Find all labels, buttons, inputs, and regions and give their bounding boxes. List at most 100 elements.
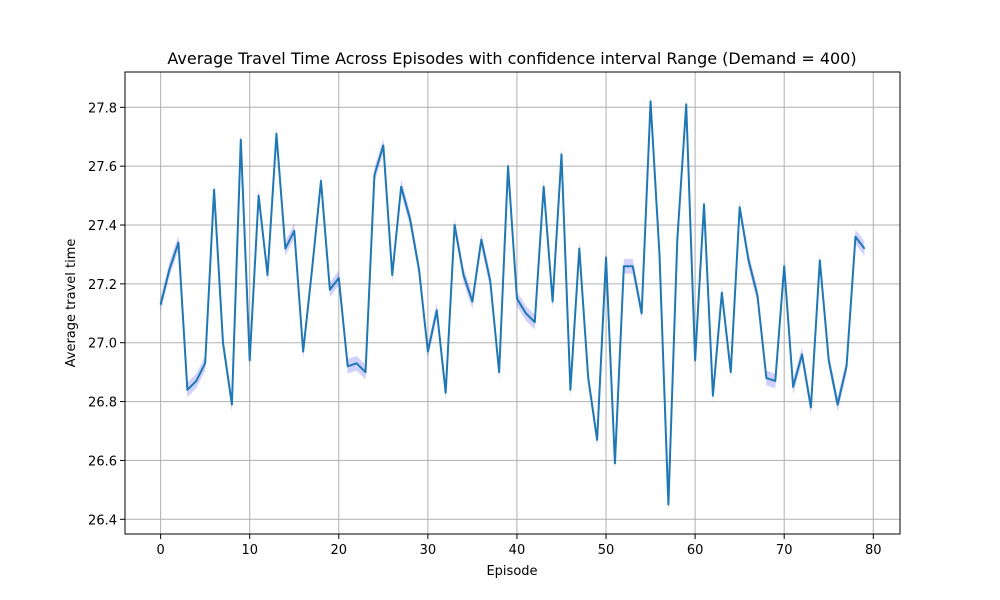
data-point xyxy=(694,359,696,361)
data-point xyxy=(284,247,286,250)
data-point xyxy=(863,247,865,250)
data-point xyxy=(560,153,563,155)
data-point xyxy=(160,303,162,306)
data-point xyxy=(685,103,687,105)
x-axis-label: Episode xyxy=(486,564,537,579)
data-point xyxy=(382,144,384,147)
data-point xyxy=(578,247,580,250)
data-point xyxy=(845,365,848,367)
data-point xyxy=(819,259,821,261)
data-point xyxy=(177,242,180,244)
data-point xyxy=(854,236,857,238)
y-axis-ticks: 26.4 26.6 26.8 27.0 27.2 27.4 27.6 27.8 xyxy=(88,101,125,528)
data-point xyxy=(667,503,669,506)
data-point xyxy=(543,186,545,188)
data-point xyxy=(231,403,233,406)
data-point xyxy=(569,389,572,391)
data-point xyxy=(658,253,661,256)
series-line xyxy=(159,100,866,506)
y-tick-label: 27.4 xyxy=(88,219,117,234)
data-point xyxy=(364,371,367,373)
y-tick-label: 27.6 xyxy=(88,160,117,175)
data-point xyxy=(168,268,171,270)
data-point xyxy=(783,265,785,267)
data-point xyxy=(222,342,224,344)
data-point xyxy=(454,224,456,226)
data-point xyxy=(498,371,500,373)
data-point xyxy=(507,165,509,167)
y-tick-label: 26.6 xyxy=(88,454,117,469)
data-point xyxy=(730,371,732,373)
data-point xyxy=(347,365,349,367)
x-tick-label: 80 xyxy=(865,543,882,558)
data-point xyxy=(266,274,269,276)
x-tick-label: 30 xyxy=(420,543,437,558)
data-point xyxy=(311,268,313,270)
data-point xyxy=(373,174,376,176)
data-point xyxy=(409,218,411,220)
data-point xyxy=(792,386,794,388)
data-point xyxy=(213,189,215,191)
data-point xyxy=(596,439,598,441)
data-point xyxy=(293,230,295,232)
chart-title: Average Travel Time Across Episodes with… xyxy=(167,49,856,68)
y-tick-label: 27.0 xyxy=(88,337,117,352)
data-points xyxy=(160,100,865,506)
data-point xyxy=(801,353,803,356)
data-point xyxy=(445,392,447,394)
data-point xyxy=(551,300,554,303)
data-point xyxy=(828,359,830,361)
data-point xyxy=(632,265,634,267)
x-tick-label: 50 xyxy=(598,543,615,558)
data-point xyxy=(249,359,251,361)
x-tick-label: 70 xyxy=(776,543,793,558)
data-point xyxy=(534,321,536,323)
data-point xyxy=(516,297,518,300)
data-point xyxy=(329,289,331,291)
x-tick-label: 10 xyxy=(241,543,258,558)
y-tick-label: 27.2 xyxy=(88,278,117,293)
data-point xyxy=(649,100,652,103)
data-point xyxy=(302,350,304,353)
data-point xyxy=(338,277,340,279)
plot-area xyxy=(125,72,900,534)
data-point xyxy=(587,377,589,379)
data-point xyxy=(400,186,402,188)
data-point xyxy=(471,300,474,303)
x-tick-label: 20 xyxy=(331,543,348,558)
data-point xyxy=(204,362,206,364)
data-point xyxy=(462,274,465,276)
y-tick-label: 26.4 xyxy=(88,513,117,528)
data-point xyxy=(480,239,482,241)
data-point xyxy=(525,312,527,314)
data-point xyxy=(391,274,393,276)
data-point xyxy=(614,462,616,464)
data-point xyxy=(258,194,260,197)
data-point xyxy=(320,180,322,182)
data-point xyxy=(756,295,759,297)
data-point xyxy=(765,377,767,379)
x-tick-label: 0 xyxy=(156,543,164,558)
y-tick-label: 26.8 xyxy=(88,396,117,411)
data-point xyxy=(703,203,705,206)
plot-frame xyxy=(124,71,901,535)
x-tick-label: 40 xyxy=(509,543,526,558)
data-point xyxy=(195,380,197,382)
data-point xyxy=(275,133,278,135)
data-point xyxy=(721,292,723,294)
data-point xyxy=(240,139,242,141)
data-point xyxy=(747,259,750,261)
data-point xyxy=(774,380,776,382)
data-point xyxy=(436,309,438,311)
y-axis-label: Average travel time xyxy=(64,239,79,368)
y-tick-label: 27.8 xyxy=(88,101,117,116)
x-tick-label: 60 xyxy=(687,543,704,558)
x-axis-ticks: 0 10 20 30 40 50 60 70 80 xyxy=(156,534,882,558)
data-point xyxy=(489,280,491,282)
data-point xyxy=(186,389,188,391)
data-point xyxy=(837,403,839,406)
data-point xyxy=(427,350,429,353)
data-point xyxy=(605,256,607,258)
data-point xyxy=(418,268,420,270)
